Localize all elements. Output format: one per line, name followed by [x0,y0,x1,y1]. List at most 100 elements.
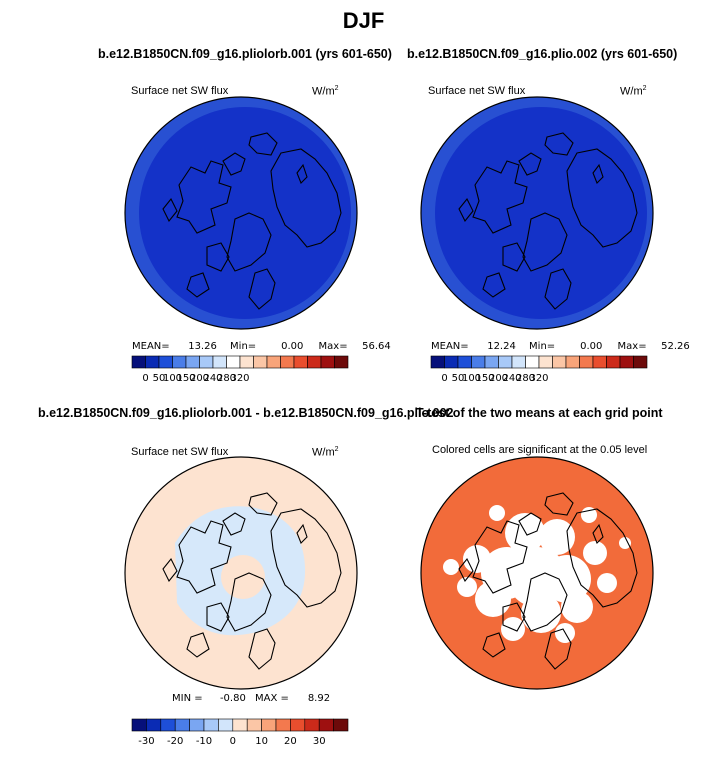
colorbar-box [174,718,190,732]
colorbar-tick-label: 200 [190,373,209,384]
colorbar-box [275,718,291,732]
units-exponent: 2 [334,85,339,92]
map-border [420,456,654,690]
colorbar-tick-label: 320 [230,373,249,384]
colorbar-box [261,718,277,732]
coastline-path [226,572,272,632]
coastline-path [206,242,230,272]
colorbar-box [212,355,227,369]
stats-top-left: MEAN= 13.26 Min= 0.00 Max= 56.64 [132,341,391,352]
min-label: MIN = [172,693,203,704]
colorbar-box [307,355,322,369]
colorbar-tick-label: 320 [529,373,548,384]
colorbar-box [185,355,200,369]
units-exponent: 2 [642,85,647,92]
colorbar-box [218,718,234,732]
map-border [124,456,358,690]
units-label-bottom-left: W/m2 [312,446,339,459]
coastline-path [186,272,210,298]
coastline-path [472,160,528,234]
colorbar-box [430,355,445,369]
colorbar-box [619,355,634,369]
non-significant-cell [597,573,617,593]
coastline-path [458,557,474,583]
colorbar-box [239,355,254,369]
coastline [162,132,342,310]
panel-title-top-right: b.e12.B1850CN.f09_g16.plio.002 (yrs 601-… [407,47,678,61]
coastline-path [248,492,278,516]
colorbar-box [280,355,295,369]
significance-note: Colored cells are significant at the 0.0… [432,444,648,456]
colorbar-box [131,718,147,732]
coastline-path [176,520,232,594]
units-text: W/m [620,85,643,98]
colorbar-tick-label: 100 [462,373,481,384]
coastline-path [592,163,604,184]
units-exponent: 2 [334,446,339,453]
coastline [458,492,638,670]
stats-top-right: MEAN= 12.24 Min= 0.00 Max= 52.26 [431,341,690,352]
colorbar-box [320,355,335,369]
colorbar-box [189,718,205,732]
min-label: Min= [529,341,556,352]
colorbar-box [146,718,162,732]
coastline-path [522,572,568,632]
main-title: DJF [342,8,385,33]
colorbar-tick-label: 150 [475,373,494,384]
non-significant-cell [489,505,505,521]
non-significant-cell [457,577,477,597]
coastline-path [518,152,542,176]
colorbar-box [444,355,459,369]
coastline-path [482,632,506,658]
colorbar-box [592,355,607,369]
coastline-path [222,152,246,176]
coastline-path [544,492,574,516]
stats-bottom-left: MIN = -0.80 MAX = 8.92 [172,693,330,704]
colorbar-box [633,355,648,369]
max-value: 8.92 [307,693,331,704]
max-label: Max= [318,341,348,352]
non-significant-cell [543,555,591,603]
non-significant-cell [505,513,545,553]
mean-label: MEAN= [431,341,469,352]
colorbar-tick-label: 20 [284,736,297,747]
units-label-top-right: W/m2 [620,85,647,98]
panel-title-bottom-left: b.e12.B1850CN.f09_g16.pliolorb.001 - b.e… [38,406,454,420]
colorbar-box [293,355,308,369]
coastline-path [270,148,342,248]
colorbar-tick-label: -10 [196,736,212,747]
panel-title-bottom-right: T-test of the two means at each grid poi… [416,406,663,420]
coastline-path [566,148,638,248]
min-value: 0.00 [580,341,603,352]
colorbar-box [511,355,526,369]
coastline-path [176,160,232,234]
colorbar-box [304,718,320,732]
coastline-path [296,523,308,544]
non-significant-cell [619,537,631,549]
significance-map [420,456,654,690]
colorbar-box [484,355,499,369]
units-label-top-left: W/m2 [312,85,339,98]
colorbar-tick-label: 100 [163,373,182,384]
colorbar-box [525,355,540,369]
coastline-path [162,557,178,583]
colorbar-box [145,355,160,369]
coastline-path [482,272,506,298]
coastline-path [248,132,278,156]
colorbar-box [160,718,176,732]
map-inner-field [139,107,351,319]
colorbar-box [232,718,248,732]
coastline-path [222,512,246,536]
non-significant-cell [539,519,575,555]
map-inner-field [435,107,647,319]
colorbar-tick-label: 0 [142,373,148,384]
map-border [124,96,358,330]
coastline-path [226,212,272,272]
max-value: 52.26 [661,341,690,352]
coastline-path [458,197,474,223]
coastline-path [502,242,526,272]
colorbar-tick-label: 50 [153,373,166,384]
